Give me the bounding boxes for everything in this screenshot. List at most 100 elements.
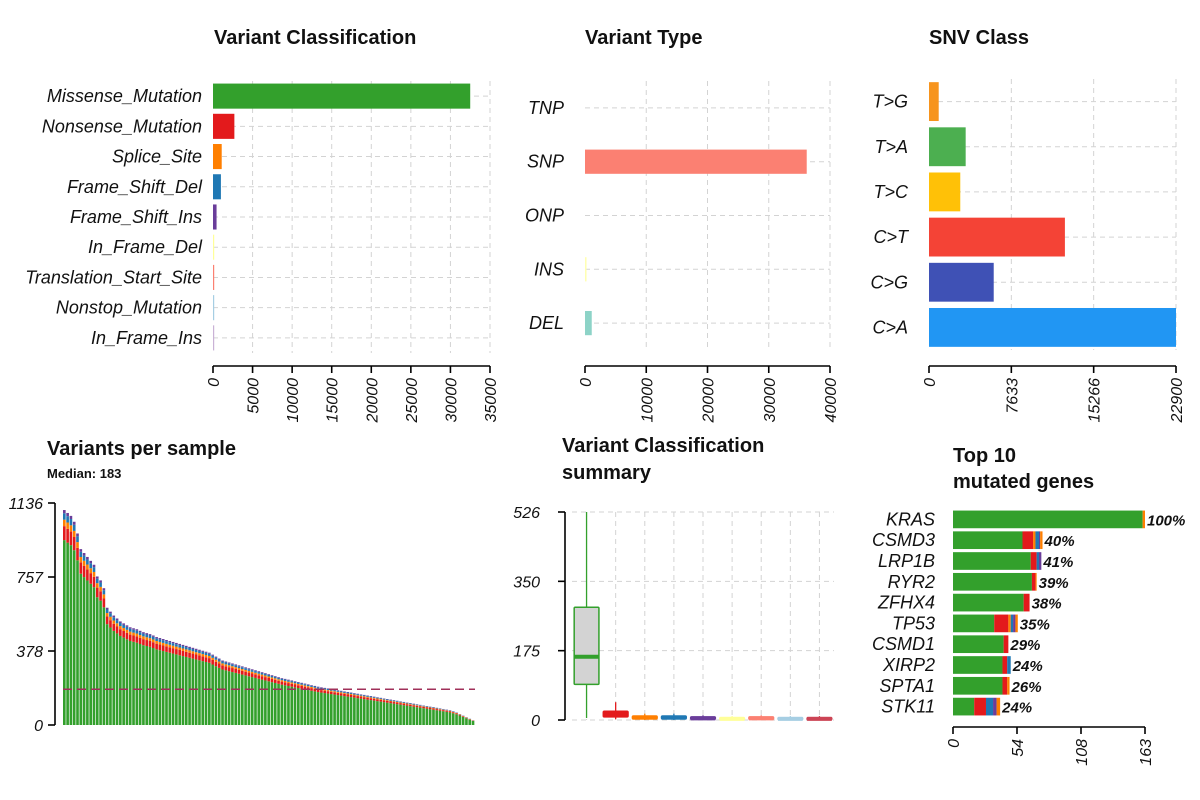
sample-bar-segment (184, 651, 188, 657)
sample-bar-segment (184, 656, 188, 725)
chart-title: Variants per sample (47, 438, 236, 460)
sample-bar-segment (99, 591, 102, 601)
sample-bar-segment (122, 624, 125, 628)
sample-bar-segment (181, 646, 185, 649)
sample-bar-segment (461, 716, 465, 725)
sample-bar-segment (313, 687, 317, 689)
category-label: ONP (525, 206, 564, 226)
gene-label: CSMD3 (872, 530, 935, 550)
sample-bar-segment (353, 695, 356, 698)
gene-percent-label: 40% (1044, 533, 1075, 550)
gene-bar-segment (993, 697, 997, 716)
sample-bar-segment (250, 671, 254, 674)
sample-bar-segment (428, 709, 432, 725)
sample-bar-segment (86, 559, 89, 565)
sample-bar-segment (105, 607, 109, 610)
x-tick-label: 15266 (1087, 378, 1104, 423)
sample-bar-segment (280, 681, 284, 685)
category-label: In_Frame_Del (88, 237, 203, 257)
gene-bar-segment (1008, 614, 1011, 633)
sample-bar-segment (208, 658, 211, 663)
chart-title-line-2: summary (562, 462, 652, 484)
category-label: SNP (527, 152, 564, 172)
sample-bar-segment (313, 685, 317, 687)
y-tick-label: 378 (16, 644, 43, 661)
sample-bar-segment (270, 678, 274, 683)
sample-bar-segment (188, 650, 191, 653)
sample-bar-segment (231, 672, 234, 725)
bar-c-a (929, 307, 1176, 347)
sample-bar-segment (343, 691, 346, 692)
sample-bar-segment (349, 697, 353, 725)
sample-bar-segment (224, 661, 228, 663)
sample-bar-segment (254, 672, 257, 675)
sample-bar-segment (297, 682, 300, 684)
category-label: INS (534, 259, 564, 279)
sample-bar-segment (277, 679, 280, 681)
sample-bar-segment (310, 685, 313, 686)
sample-bar-segment (128, 640, 132, 725)
sample-bar-segment (145, 640, 149, 647)
sample-bar-segment (372, 700, 376, 725)
sample-bar-segment (409, 703, 412, 705)
sample-bar-segment (119, 629, 122, 636)
sample-bar-segment (448, 711, 452, 713)
sample-bar-segment (92, 564, 96, 568)
sample-bar-segment (171, 643, 175, 646)
sample-bar-segment (247, 672, 251, 677)
sample-bar-segment (293, 681, 297, 682)
sample-bar-segment (323, 690, 327, 694)
sample-bar-segment (208, 652, 211, 654)
x-tick-label: 15000 (325, 378, 342, 423)
sample-bar-segment (353, 694, 356, 696)
sample-bar-segment (142, 633, 145, 637)
category-label: Splice_Site (112, 147, 202, 167)
gene-bar-segment (1035, 531, 1039, 550)
gene-label: KRAS (886, 509, 935, 529)
x-tick-label: 7633 (1004, 378, 1021, 414)
category-label: In_Frame_Ins (91, 328, 202, 348)
sample-bar-segment (277, 680, 280, 684)
sample-bar-segment (326, 688, 330, 690)
gene-bar-segment (1142, 510, 1145, 529)
sample-bar-segment (204, 657, 208, 662)
sample-bar-segment (356, 696, 359, 699)
gene-bar-segment (1040, 531, 1043, 550)
sample-bar-segment (151, 635, 155, 637)
sample-bar-segment (359, 694, 363, 696)
sample-bar-segment (191, 648, 195, 652)
sample-bar-segment (254, 670, 257, 672)
sample-bar-segment (250, 669, 254, 671)
x-tick-label: 108 (1074, 739, 1091, 766)
sample-bar-segment (310, 686, 313, 689)
gene-bar-segment (1015, 614, 1018, 633)
sample-bar-segment (280, 678, 284, 681)
sample-bar-segment (171, 648, 175, 654)
sample-bar-segment (323, 688, 327, 690)
sample-bar-segment (201, 654, 205, 657)
sample-bar-segment (300, 684, 303, 686)
sample-bar-segment (155, 649, 158, 725)
sample-bar-segment (290, 680, 294, 682)
gene-bar-segment (953, 593, 1024, 612)
sample-bar-segment (175, 646, 178, 650)
bar-in-frame-ins (213, 325, 215, 351)
sample-bar-segment (369, 697, 373, 699)
sample-bar-segment (181, 650, 185, 657)
sample-bar-segment (306, 686, 310, 688)
sample-bar-segment (247, 670, 251, 673)
sample-bar-segment (86, 556, 89, 560)
sample-bar-segment (405, 704, 409, 706)
sample-bar-segment (221, 663, 224, 666)
sample-bar-segment (313, 688, 317, 692)
gene-percent-label: 29% (1009, 637, 1040, 654)
x-tick-label: 35000 (483, 378, 500, 423)
sample-bar-segment (240, 669, 244, 671)
sample-bar-segment (326, 689, 330, 691)
sample-bar-segment (402, 702, 406, 704)
sample-bar-segment (382, 702, 386, 725)
sample-bar-segment (122, 623, 125, 625)
sample-bar-segment (418, 706, 422, 708)
sample-bar-segment (323, 687, 327, 689)
gene-bar-segment (953, 531, 1023, 550)
